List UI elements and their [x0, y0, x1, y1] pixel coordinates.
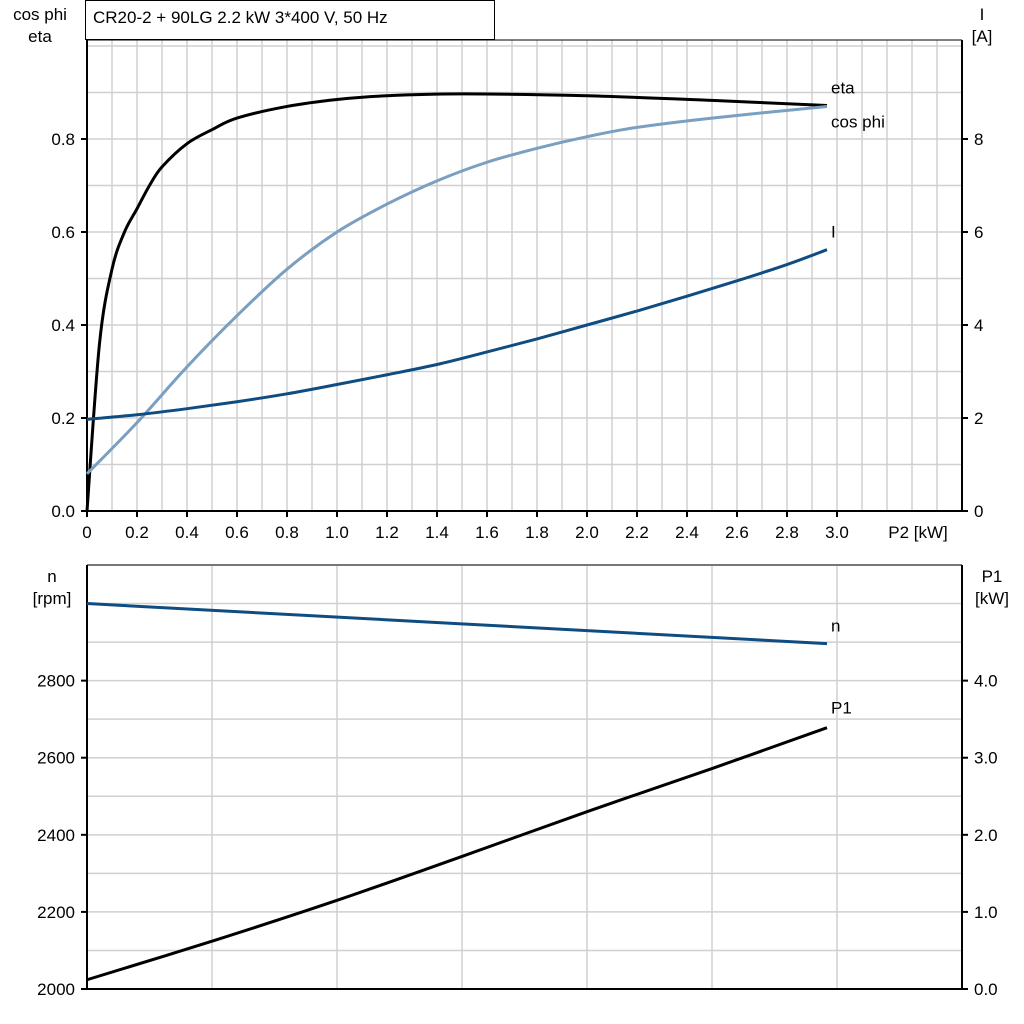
- series-line-cos-phi: [85, 104, 828, 475]
- x-tick-label: 1.6: [475, 523, 499, 542]
- y-tick-label-right: 4: [974, 316, 983, 335]
- x-tick-label: 1.0: [325, 523, 349, 542]
- y-axis-label-right: P1: [982, 567, 1003, 586]
- x-tick-label: 0.2: [125, 523, 149, 542]
- y-tick-label-right: 3.0: [974, 749, 998, 768]
- y-tick-label-right: 0: [974, 502, 983, 521]
- y-axis-label-right: [A]: [972, 27, 993, 46]
- x-tick-label: 3.0: [825, 523, 849, 542]
- x-tick-label: 0: [82, 523, 91, 542]
- x-tick-label: 1.8: [525, 523, 549, 542]
- y-axis-label-left: [rpm]: [33, 589, 72, 608]
- y-tick-label-left: 0.6: [51, 223, 75, 242]
- y-tick-label-left: 0.4: [51, 316, 75, 335]
- y-axis-label-left: n: [47, 567, 56, 586]
- y-tick-label-left: 2000: [37, 980, 75, 999]
- x-tick-label: 2.8: [775, 523, 799, 542]
- y-tick-label-left: 0.0: [51, 502, 75, 521]
- x-tick-label: 1.4: [425, 523, 449, 542]
- y-axis-label-right: [kW]: [975, 589, 1009, 608]
- series-line-n: [86, 602, 828, 646]
- y-tick-label-right: 0.0: [974, 980, 998, 999]
- y-axis-label-left: eta: [28, 27, 52, 46]
- x-tick-label: 0.6: [225, 523, 249, 542]
- series-line-i: [86, 248, 828, 421]
- series-label-cos-phi: cos phi: [831, 112, 885, 131]
- y-tick-label-left: 2800: [37, 672, 75, 691]
- x-tick-label: 2.0: [575, 523, 599, 542]
- y-tick-label-right: 2.0: [974, 826, 998, 845]
- top-grid: [87, 40, 962, 511]
- y-tick-label-right: 4.0: [974, 672, 998, 691]
- x-tick-label: 1.2: [375, 523, 399, 542]
- series-label-eta: eta: [831, 79, 855, 98]
- title-box: [85, 0, 495, 40]
- series-label-p1: P1: [831, 699, 852, 718]
- y-tick-label-right: 6: [974, 223, 983, 242]
- y-tick-label-right: 2: [974, 409, 983, 428]
- y-tick-label-left: 2200: [37, 903, 75, 922]
- x-tick-label: 0.4: [175, 523, 199, 542]
- series-line-eta: [85, 92, 828, 512]
- y-tick-label-right: 1.0: [974, 903, 998, 922]
- series-label-i: I: [831, 223, 836, 242]
- chart-title: CR20-2 + 90LG 2.2 kW 3*400 V, 50 Hz: [93, 8, 388, 27]
- y-tick-label-left: 2400: [37, 826, 75, 845]
- y-axis-label-left: cos phi: [13, 5, 67, 24]
- series-line-p1: [86, 726, 828, 982]
- y-tick-label-left: 0.8: [51, 130, 75, 149]
- x-tick-label: 2.4: [675, 523, 699, 542]
- x-tick-label: 0.8: [275, 523, 299, 542]
- x-axis-label: P2 [kW]: [888, 523, 948, 542]
- x-tick-label: 2.6: [725, 523, 749, 542]
- series-label-n: n: [831, 617, 840, 636]
- y-tick-label-left: 0.2: [51, 409, 75, 428]
- x-tick-label: 2.2: [625, 523, 649, 542]
- y-tick-label-left: 2600: [37, 749, 75, 768]
- y-tick-label-right: 8: [974, 130, 983, 149]
- y-axis-label-right: I: [980, 5, 985, 24]
